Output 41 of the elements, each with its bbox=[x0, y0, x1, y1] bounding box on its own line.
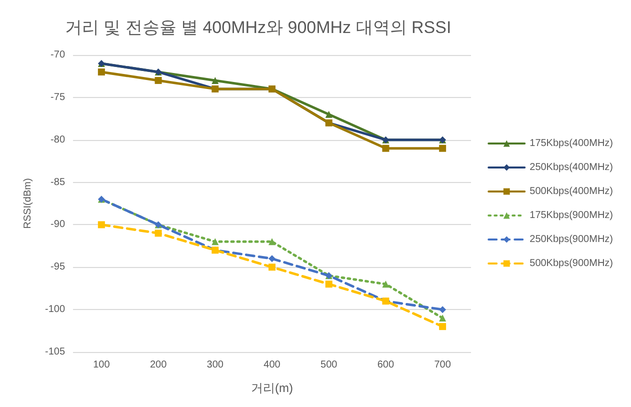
y-axis-title: RSSI(dBm) bbox=[22, 178, 34, 229]
point bbox=[212, 238, 219, 246]
point bbox=[382, 144, 390, 152]
point bbox=[439, 323, 446, 330]
point bbox=[382, 280, 390, 288]
y-tick-label: -70 bbox=[50, 50, 66, 60]
y-tick-label: -75 bbox=[50, 92, 66, 103]
x-axis-title: 거리(m) bbox=[251, 381, 293, 395]
legend-label: 250Kbps(400MHz) bbox=[530, 162, 613, 173]
y-tick-label: -85 bbox=[50, 176, 66, 188]
point bbox=[325, 110, 332, 118]
x-tick-label: 400 bbox=[264, 360, 281, 370]
y-tick-label: -80 bbox=[50, 134, 66, 146]
point bbox=[98, 221, 105, 228]
point bbox=[98, 68, 105, 76]
x-tick-label: 100 bbox=[93, 360, 110, 370]
point bbox=[268, 255, 276, 262]
y-tick-label: -100 bbox=[44, 304, 66, 316]
chart-title: 거리 및 전송율 별 400MHz와 900MHz 대역의 RSSI bbox=[64, 18, 452, 37]
point bbox=[268, 264, 276, 271]
legend-label: 175Kbps(900MHz) bbox=[530, 210, 613, 221]
x-tick-label: 700 bbox=[434, 360, 452, 370]
x-tick-label: 300 bbox=[206, 360, 224, 370]
legend-label: 500Kbps(900MHz) bbox=[530, 258, 613, 269]
legend-label: 500Kbps(400MHz) bbox=[530, 186, 613, 197]
point bbox=[154, 76, 162, 84]
legend-label: 175Kbps(400MHz) bbox=[530, 138, 613, 149]
x-tick-label: 200 bbox=[150, 360, 168, 370]
x-tick-label: 500 bbox=[320, 360, 338, 370]
point bbox=[439, 144, 446, 152]
y-tick-label: -105 bbox=[44, 346, 66, 358]
point bbox=[439, 314, 446, 322]
point bbox=[268, 238, 276, 246]
legend-label: 250Kbps(900MHz) bbox=[530, 234, 613, 245]
y-tick-label: -95 bbox=[50, 262, 66, 273]
point bbox=[212, 76, 219, 84]
y-tick-label: -90 bbox=[50, 219, 66, 230]
point bbox=[154, 230, 162, 237]
point bbox=[325, 280, 332, 288]
point bbox=[439, 306, 446, 314]
x-tick-label: 600 bbox=[377, 360, 394, 370]
